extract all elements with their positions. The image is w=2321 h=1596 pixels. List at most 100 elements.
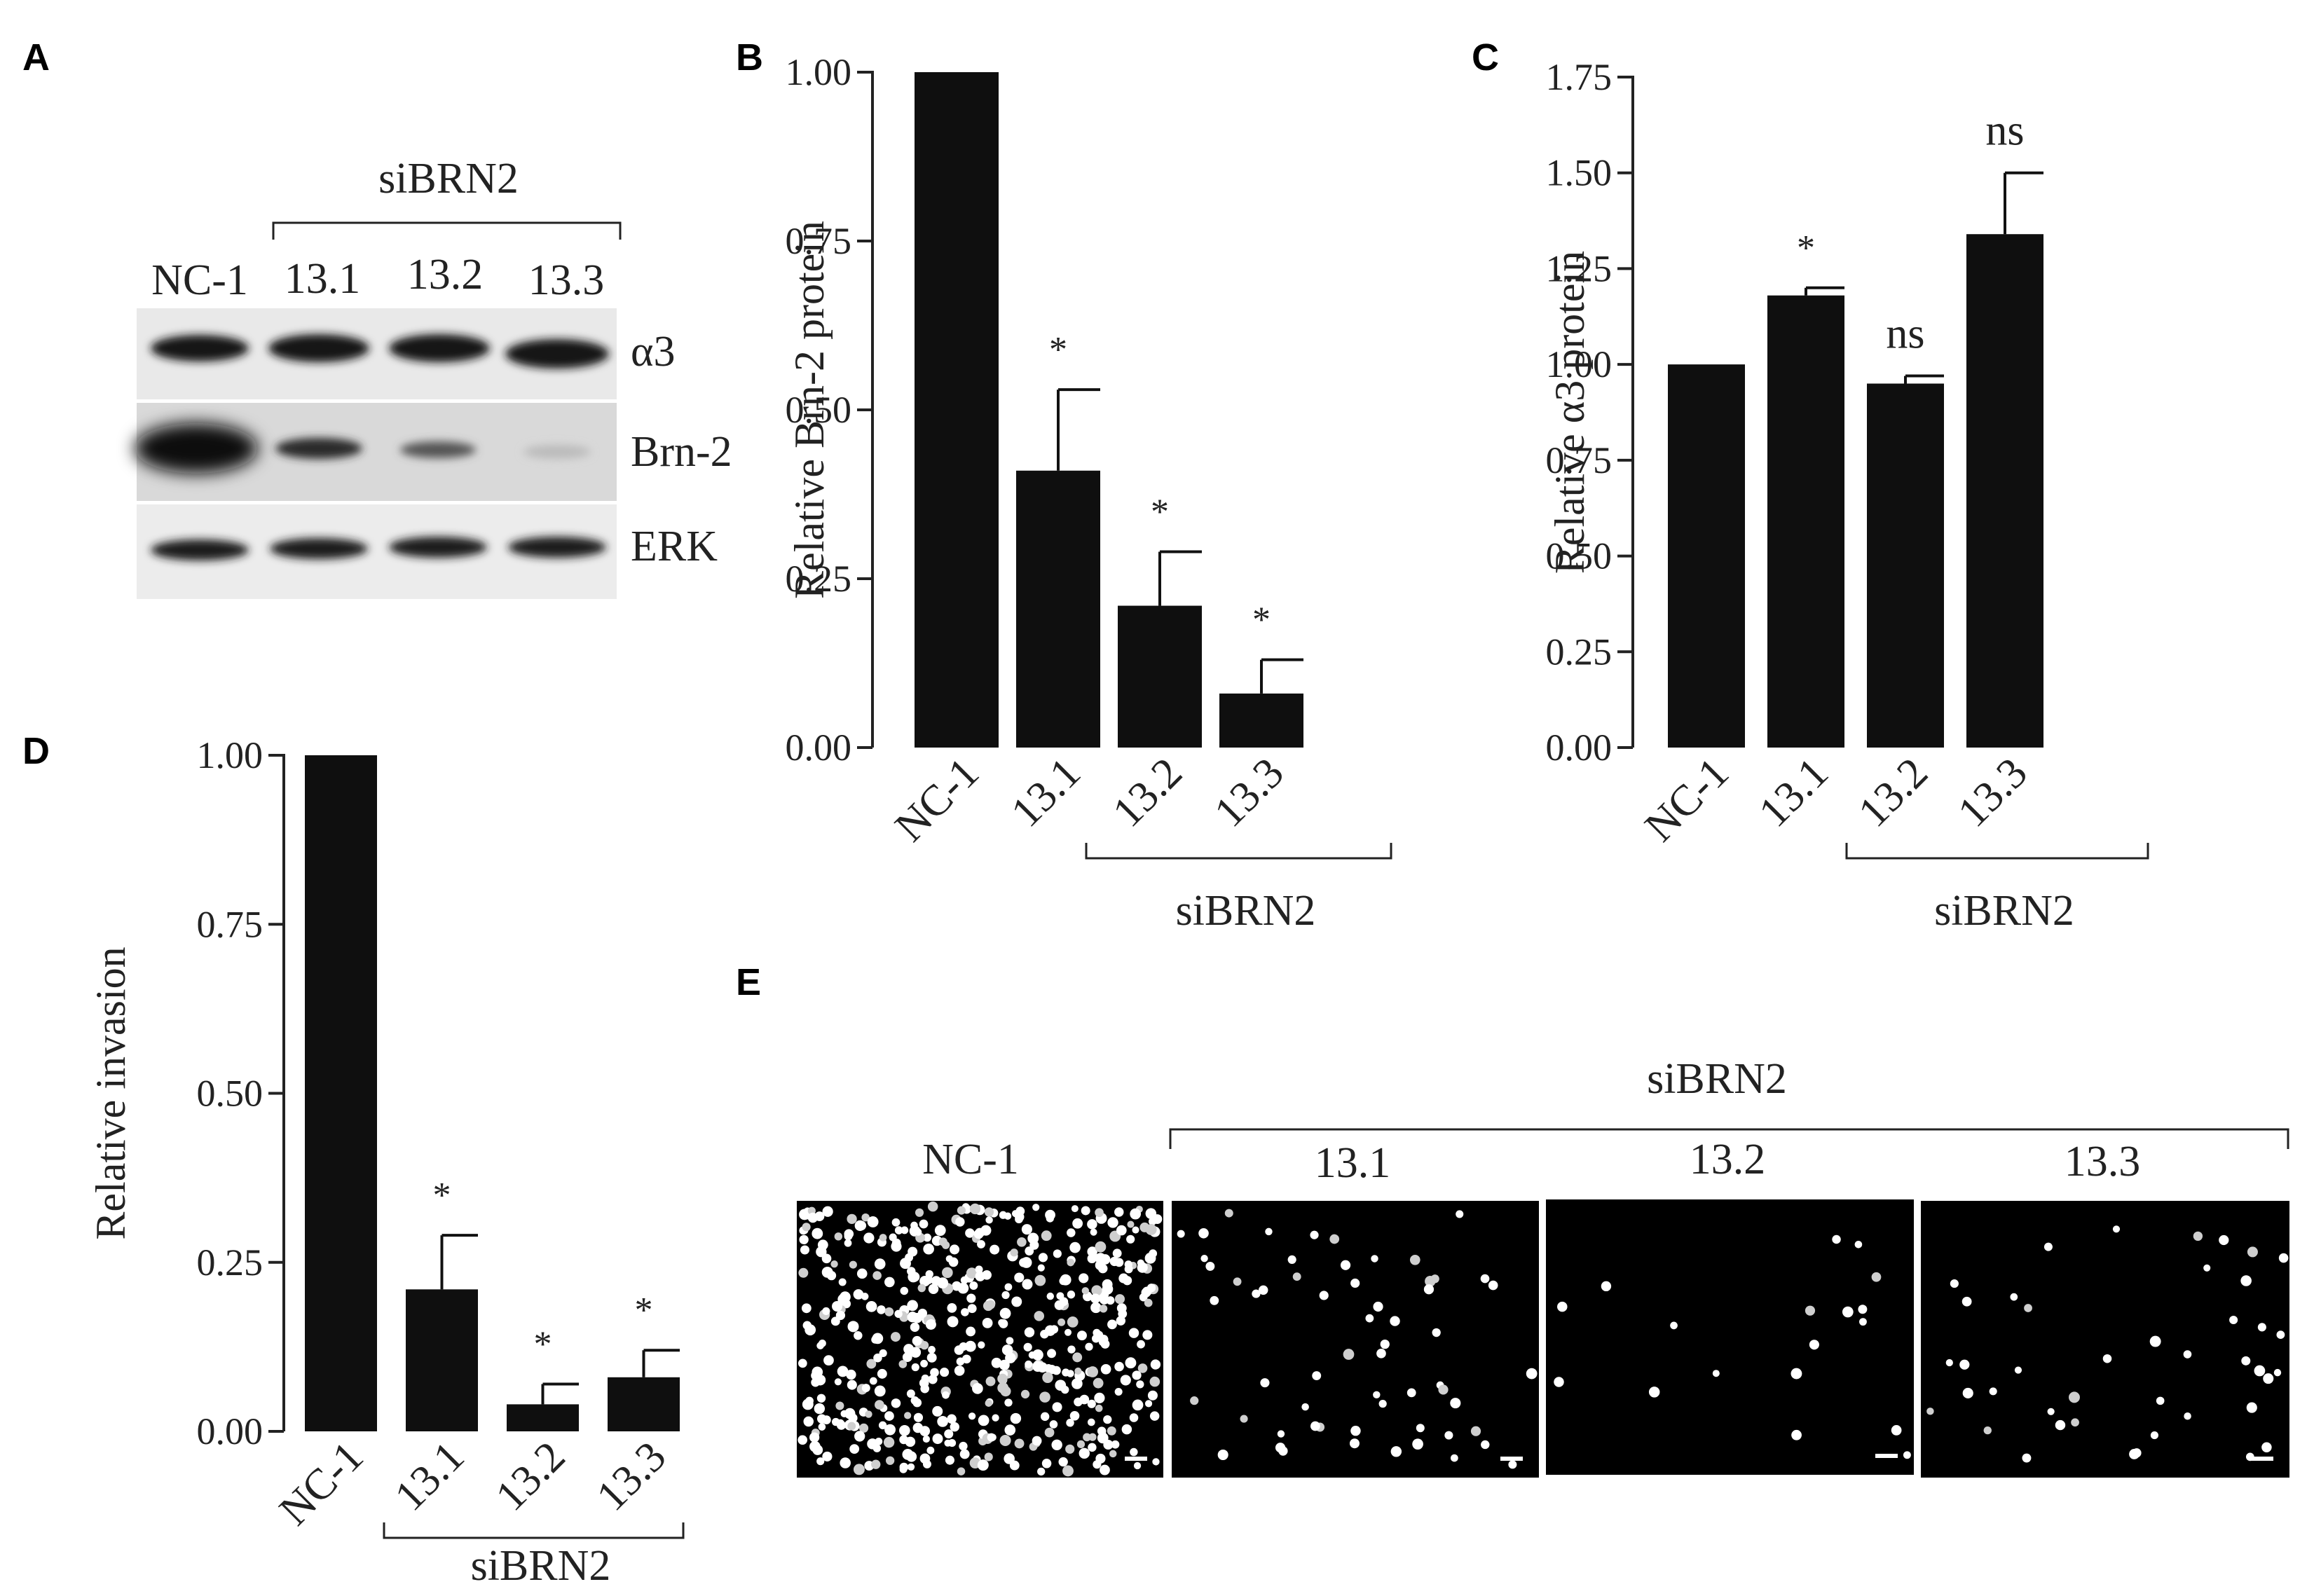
nucleus-dot <box>1423 1284 1435 1295</box>
x-tick-label: 13.3 <box>588 1433 676 1520</box>
nucleus-dot <box>865 1301 877 1312</box>
nucleus-dot <box>832 1417 840 1426</box>
nucleus-dot <box>1712 1370 1720 1377</box>
significance-label: * <box>1049 330 1067 370</box>
nucleus-dot <box>1376 1348 1386 1358</box>
nucleus-dot <box>1319 1291 1329 1300</box>
nucleus-dot <box>1116 1316 1126 1326</box>
nucleus-dot <box>2010 1293 2018 1301</box>
panel-label: B <box>736 36 763 78</box>
nucleus-dot <box>997 1373 1008 1384</box>
nucleus-dot <box>1021 1224 1032 1235</box>
nucleus-dot <box>854 1330 863 1340</box>
nucleus-dot <box>1034 1274 1046 1286</box>
x-tick-label: 13.1 <box>1750 749 1837 837</box>
nucleus-dot <box>944 1439 952 1447</box>
nucleus-dot <box>2069 1391 2080 1403</box>
nucleus-dot <box>834 1378 842 1386</box>
nucleus-dot <box>938 1237 947 1246</box>
nucleus-dot <box>1648 1387 1660 1398</box>
bar <box>1118 605 1202 748</box>
nucleus-dot <box>992 1414 999 1422</box>
blot-row-label: Brn-2 <box>631 428 732 476</box>
nucleus-dot <box>898 1360 908 1368</box>
nucleus-dot <box>1074 1397 1083 1407</box>
nucleus-dot <box>1095 1253 1107 1264</box>
nucleus-dot <box>1032 1436 1042 1446</box>
nucleus-dot <box>2241 1356 2251 1365</box>
nucleus-dot <box>1365 1314 1374 1323</box>
nucleus-dot <box>928 1284 939 1294</box>
nucleus-dot <box>816 1394 826 1403</box>
nucleus-dot <box>975 1227 985 1238</box>
nucleus-dot <box>1087 1399 1096 1408</box>
y-tick-label: 0.25 <box>1546 631 1613 673</box>
nucleus-dot <box>1074 1367 1082 1375</box>
nucleus-dot <box>1058 1457 1068 1467</box>
nucleus-dot <box>814 1374 826 1386</box>
nucleus-dot <box>1871 1272 1882 1282</box>
nucleus-dot <box>966 1293 976 1303</box>
nucleus-dot <box>853 1289 864 1300</box>
panel-a-label: A <box>22 36 50 78</box>
panel-a-group-bracket <box>272 221 622 240</box>
y-tick-label: 1.75 <box>1546 56 1613 98</box>
nucleus-dot <box>1145 1224 1157 1235</box>
nucleus-dot <box>987 1433 996 1442</box>
nucleus-dot <box>1480 1274 1490 1284</box>
group-label: siBRN2 <box>471 1542 611 1590</box>
nucleus-dot <box>1025 1246 1034 1256</box>
nucleus-dot <box>986 1300 996 1309</box>
bar <box>608 1377 680 1431</box>
nucleus-dot <box>891 1398 901 1408</box>
nucleus-dot <box>867 1216 879 1227</box>
nucleus-dot <box>1310 1421 1320 1431</box>
nucleus-dot <box>2071 1418 2079 1427</box>
nucleus-dot <box>990 1244 1000 1255</box>
micrograph-13-1 <box>1172 1201 1539 1478</box>
nucleus-dot <box>1047 1349 1057 1358</box>
nucleus-dot <box>2246 1402 2257 1413</box>
nucleus-dot <box>844 1239 852 1247</box>
nucleus-dot <box>899 1435 908 1445</box>
nucleus-dot <box>823 1355 834 1365</box>
bar <box>1016 470 1100 748</box>
nucleus-dot <box>1252 1289 1261 1298</box>
nucleus-dot <box>1067 1258 1075 1267</box>
nucleus-dot <box>928 1375 938 1384</box>
nucleus-dot <box>906 1389 915 1398</box>
nucleus-dot <box>1037 1467 1046 1476</box>
nucleus-dot <box>969 1203 981 1215</box>
nucleus-dot <box>1024 1327 1035 1337</box>
nucleus-dot <box>1062 1465 1074 1477</box>
nucleus-dot <box>1130 1208 1142 1220</box>
significance-label: * <box>433 1176 451 1216</box>
nucleus-dot <box>1962 1387 1973 1399</box>
nucleus-dot <box>809 1432 820 1443</box>
nucleus-dot <box>1926 1408 1934 1415</box>
nucleus-dot <box>1069 1241 1081 1253</box>
nucleus-dot <box>2043 1242 2053 1251</box>
nucleus-dot <box>2257 1323 2266 1332</box>
nucleus-dot <box>872 1333 884 1344</box>
y-tick-label: 0.75 <box>786 220 852 262</box>
y-tick-label: 0.50 <box>786 389 852 431</box>
nucleus-dot <box>1177 1230 1185 1238</box>
nucleus-dot <box>840 1457 851 1468</box>
nucleus-dot <box>1015 1212 1025 1222</box>
nucleus-dot <box>890 1332 901 1342</box>
nucleus-dot <box>2102 1354 2112 1363</box>
group-bracket <box>1085 843 1392 860</box>
nucleus-dot <box>910 1322 920 1333</box>
nucleus-dot <box>1152 1458 1160 1466</box>
nucleus-dot <box>930 1368 939 1377</box>
nucleus-dot <box>1116 1225 1127 1236</box>
blot-strip-erk <box>137 504 617 599</box>
y-tick-label: 0.75 <box>197 903 263 945</box>
nucleus-dot <box>865 1410 872 1418</box>
nucleus-dot <box>1891 1425 1902 1436</box>
nucleus-dot <box>1137 1363 1148 1373</box>
nucleus-dot <box>1152 1214 1163 1224</box>
nucleus-dot <box>1292 1272 1301 1281</box>
nucleus-dot <box>835 1401 844 1410</box>
